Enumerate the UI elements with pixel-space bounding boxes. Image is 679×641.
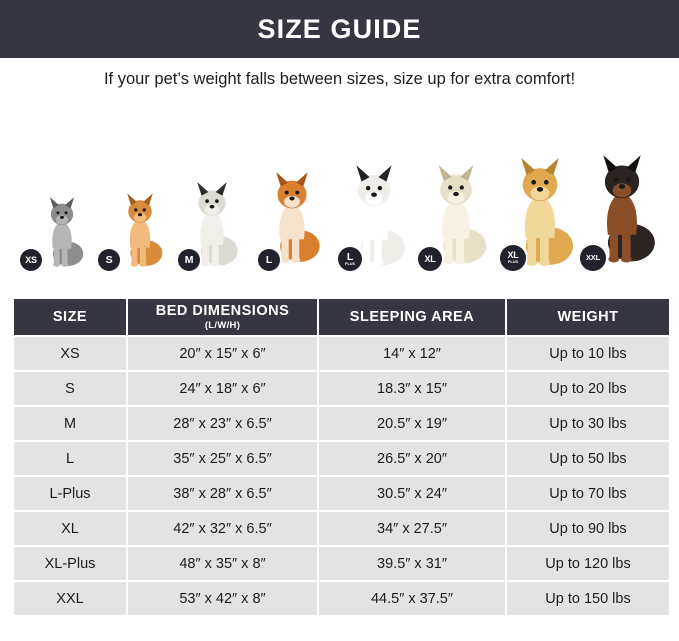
- pet-figure-gray-cat: XS: [20, 196, 91, 272]
- size-badge-label: L: [346, 250, 354, 263]
- table-row: L 35″ x 25″ x 6.5″ 26.5″ x 20″ Up to 50 lbs: [14, 442, 669, 475]
- pet-image-french-bulldog: [197, 182, 238, 267]
- size-badge-l-plus: L PLUS: [338, 247, 362, 271]
- size-cell: XXL: [14, 582, 126, 615]
- sleeping-area-cell: 20.5″ x 19″: [319, 407, 505, 440]
- pet-figure-doberman-pinscher-dog: XXL: [580, 148, 661, 272]
- size-badge-xs: XS: [20, 249, 42, 271]
- weight-cell: Up to 70 lbs: [507, 477, 669, 510]
- column-header-weight: WEIGHT: [507, 299, 669, 335]
- column-header-bed-dimensions: BED DIMENSIONS (L/W/H): [128, 299, 317, 335]
- header-banner: SIZE GUIDE: [0, 0, 679, 58]
- bed-dimensions-cell: 42″ x 32″ x 6.5″: [128, 512, 317, 545]
- size-badge-label: M: [184, 253, 194, 266]
- size-badge-label: XS: [25, 254, 37, 265]
- pet-illustration-strip: XS S M L L PLUS XL XL PLUS XXL: [0, 132, 679, 272]
- column-header-bed-dimensions-sublabel: (L/W/H): [204, 320, 241, 331]
- size-badge-sublabel: PLUS: [344, 261, 356, 266]
- size-cell: S: [14, 372, 126, 405]
- size-badge-l: L: [258, 249, 280, 271]
- pet-figure-french-bulldog: M: [178, 180, 243, 272]
- size-cell: L: [14, 442, 126, 475]
- size-badge-xxl: XXL: [580, 245, 606, 271]
- bed-dimensions-cell: 53″ x 42″ x 8″: [128, 582, 317, 615]
- table-row: S 24″ x 18″ x 6″ 18.3″ x 15″ Up to 20 lbs: [14, 372, 669, 405]
- size-badge-xl: XL: [418, 247, 442, 271]
- pet-figure-labrador-retriever-dog: XL: [418, 160, 492, 272]
- table-row: XS 20″ x 15″ x 6″ 14″ x 12″ Up to 10 lbs: [14, 337, 669, 370]
- size-cell: L-Plus: [14, 477, 126, 510]
- sleeping-area-cell: 18.3″ x 15″: [319, 372, 505, 405]
- bed-dimensions-cell: 38″ x 28″ x 6.5″: [128, 477, 317, 510]
- pet-figure-border-collie-dog: L PLUS: [335, 162, 413, 272]
- table-row: L-Plus 38″ x 28″ x 6.5″ 30.5″ x 24″ Up to 7…: [14, 477, 669, 510]
- sleeping-area-cell: 39.5″ x 31″: [319, 547, 505, 580]
- table-body: XS 20″ x 15″ x 6″ 14″ x 12″ Up to 10 lbs S 24…: [14, 337, 669, 615]
- size-badge-s: S: [98, 249, 120, 271]
- weight-cell: Up to 120 lbs: [507, 547, 669, 580]
- sleeping-area-cell: 14″ x 12″: [319, 337, 505, 370]
- size-badge-xl-plus: XL PLUS: [500, 245, 526, 271]
- column-header-weight-label: WEIGHT: [557, 309, 619, 325]
- pet-image-gray-cat: [49, 197, 84, 267]
- size-guide-table: SIZE BED DIMENSIONS (L/W/H) SLEEPING ARE…: [12, 297, 671, 617]
- pet-figure-shiba-inu-dog: L: [258, 166, 325, 272]
- pet-image-pomeranian-dog: [127, 193, 163, 267]
- size-badge-m: M: [178, 249, 200, 271]
- column-header-size: SIZE: [14, 299, 126, 335]
- pet-image-labrador-retriever-dog: [438, 165, 487, 265]
- size-badge-label: XXL: [586, 253, 600, 263]
- weight-cell: Up to 30 lbs: [507, 407, 669, 440]
- sleeping-area-cell: 44.5″ x 37.5″: [319, 582, 505, 615]
- bed-dimensions-cell: 48″ x 35″ x 8″: [128, 547, 317, 580]
- column-header-size-label: SIZE: [52, 309, 88, 325]
- weight-cell: Up to 20 lbs: [507, 372, 669, 405]
- pet-image-border-collie-dog: [356, 165, 405, 267]
- pet-figure-golden-retriever-dog: XL PLUS: [498, 154, 582, 272]
- size-cell: M: [14, 407, 126, 440]
- table-row: XL 42″ x 32″ x 6.5″ 34″ x 27.5″ Up to 90 lb…: [14, 512, 669, 545]
- weight-cell: Up to 10 lbs: [507, 337, 669, 370]
- size-cell: XL-Plus: [14, 547, 126, 580]
- weight-cell: Up to 90 lbs: [507, 512, 669, 545]
- bed-dimensions-cell: 28″ x 23″ x 6.5″: [128, 407, 317, 440]
- page-title: SIZE GUIDE: [257, 13, 422, 44]
- column-header-bed-dimensions-label: BED DIMENSIONS: [155, 303, 290, 319]
- table-row: XL-Plus 48″ x 35″ x 8″ 39.5″ x 31″ Up to 12…: [14, 547, 669, 580]
- table-row: M 28″ x 23″ x 6.5″ 20.5″ x 19″ Up to 30 lbs: [14, 407, 669, 440]
- bed-dimensions-cell: 20″ x 15″ x 6″: [128, 337, 317, 370]
- table-header-row: SIZE BED DIMENSIONS (L/W/H) SLEEPING ARE…: [14, 299, 669, 335]
- column-header-sleeping-area: SLEEPING AREA: [319, 299, 505, 335]
- size-badge-label: XL: [424, 253, 436, 264]
- size-badge-sublabel: PLUS: [507, 259, 519, 264]
- pet-image-shiba-inu-dog: [276, 172, 320, 263]
- size-badge-label: XL: [507, 250, 519, 261]
- size-cell: XS: [14, 337, 126, 370]
- size-badge-label: L: [265, 253, 273, 266]
- size-cell: XL: [14, 512, 126, 545]
- sleeping-area-cell: 26.5″ x 20″: [319, 442, 505, 475]
- pet-image-golden-retriever-dog: [521, 157, 574, 267]
- bed-dimensions-cell: 24″ x 18″ x 6″: [128, 372, 317, 405]
- sleeping-area-cell: 30.5″ x 24″: [319, 477, 505, 510]
- column-header-sleeping-area-label: SLEEPING AREA: [349, 309, 475, 325]
- weight-cell: Up to 150 lbs: [507, 582, 669, 615]
- size-badge-label: S: [105, 253, 113, 266]
- table-row: XXL 53″ x 42″ x 8″ 44.5″ x 37.5″ Up to 150 …: [14, 582, 669, 615]
- pet-image-doberman-pinscher-dog: [603, 155, 655, 263]
- subtitle-text: If your pet’s weight falls between sizes…: [103, 70, 576, 88]
- sleeping-area-cell: 34″ x 27.5″: [319, 512, 505, 545]
- weight-cell: Up to 50 lbs: [507, 442, 669, 475]
- bed-dimensions-cell: 35″ x 25″ x 6.5″: [128, 442, 317, 475]
- pet-figure-pomeranian-dog: S: [98, 192, 172, 272]
